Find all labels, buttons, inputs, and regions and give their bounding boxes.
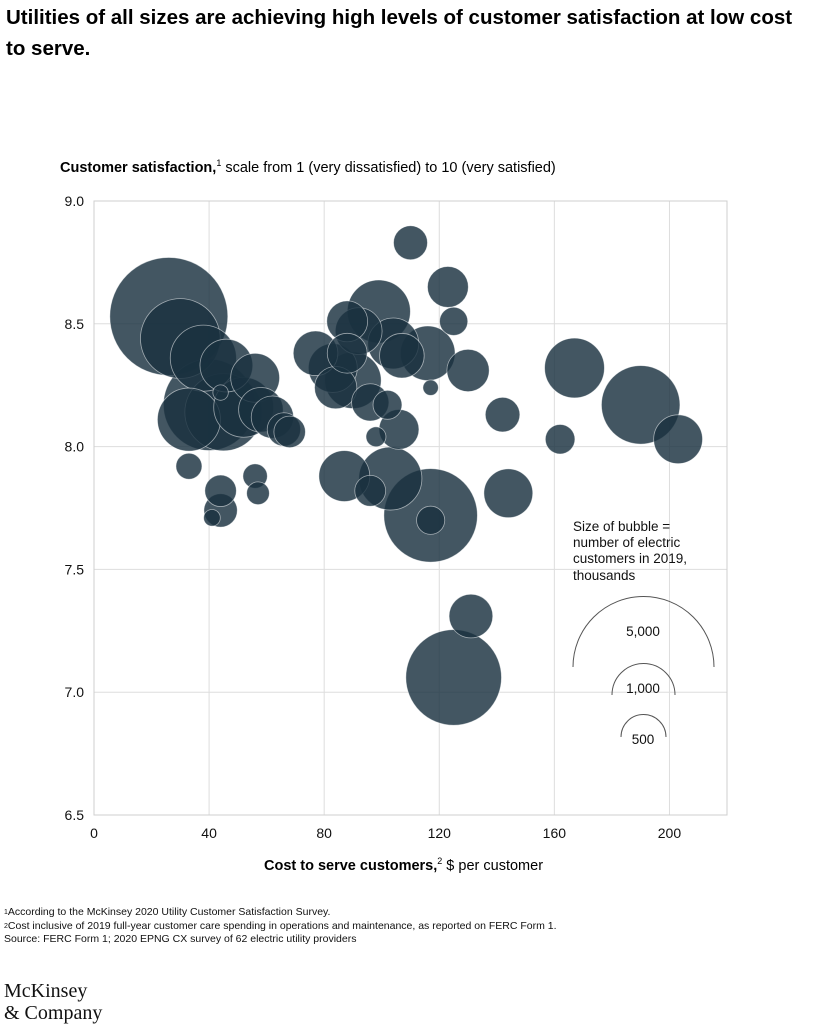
footnote-2-text: Cost inclusive of 2019 full-year custome… bbox=[7, 919, 557, 932]
bubble-13 bbox=[544, 337, 605, 399]
x-tick-label-80: 80 bbox=[316, 825, 332, 841]
logo-line-2: & Company bbox=[4, 1002, 103, 1024]
legend-label-500: 500 bbox=[632, 732, 655, 747]
x-tick-labels: 0 40 80 120 160 200 bbox=[90, 825, 681, 841]
bubble-45 bbox=[439, 306, 469, 336]
bubble-47 bbox=[175, 452, 203, 480]
bubble-32 bbox=[427, 266, 469, 308]
x-axis-label-footnote-mark: 2 bbox=[437, 856, 443, 866]
footnote-2-mark: 2 bbox=[4, 922, 8, 930]
y-tick-label-7.5: 7.5 bbox=[65, 561, 85, 577]
x-axis-label-bold: Cost to serve customers, bbox=[264, 857, 438, 874]
bubble-30 bbox=[446, 348, 490, 393]
x-tick-label-40: 40 bbox=[201, 825, 217, 841]
bubble-33 bbox=[326, 332, 368, 374]
bubble-41 bbox=[204, 474, 237, 507]
bubble-27 bbox=[448, 593, 494, 639]
legend-arc-5000 bbox=[572, 596, 715, 668]
x-tick-label-200: 200 bbox=[658, 825, 682, 841]
x-tick-label-120: 120 bbox=[428, 825, 452, 841]
footnote-1-text: According to the McKinsey 2020 Utility C… bbox=[7, 906, 331, 918]
bubble-43 bbox=[544, 424, 576, 455]
bubble-51 bbox=[203, 509, 221, 527]
source-note-text: Source: FERC Form 1; 2020 EPNG CX survey… bbox=[4, 933, 357, 945]
footnote-1: 1According to the McKinsey 2020 Utility … bbox=[4, 906, 557, 920]
bubble-52 bbox=[212, 384, 229, 401]
bubble-42 bbox=[354, 474, 387, 507]
x-tick-label-0: 0 bbox=[90, 825, 98, 841]
y-axis-label-rest: scale from 1 (very dissatisfied) to 10 (… bbox=[221, 159, 556, 176]
y-tick-label-6.5: 6.5 bbox=[65, 807, 85, 823]
size-legend: Size of bubble = number of electric cust… bbox=[572, 519, 715, 747]
mckinsey-logo: McKinsey & Company bbox=[4, 980, 102, 1024]
y-tick-labels: 6.5 7.0 7.5 8.0 8.5 9.0 bbox=[65, 193, 85, 823]
y-tick-label-8.5: 8.5 bbox=[65, 316, 85, 332]
legend-label-1000: 1,000 bbox=[626, 681, 660, 696]
legend-line-2: number of electric bbox=[573, 535, 681, 550]
bubble-50 bbox=[365, 426, 387, 448]
footnotes: 1According to the McKinsey 2020 Utility … bbox=[4, 906, 557, 947]
bubble-22 bbox=[653, 414, 703, 465]
bubble-26 bbox=[379, 333, 425, 379]
plot-frame bbox=[93, 200, 728, 816]
legend-line-3: customers in 2019, bbox=[573, 551, 687, 566]
logo-line-1: McKinsey bbox=[4, 980, 88, 1002]
bubble-44 bbox=[372, 389, 403, 420]
legend-line-1: Size of bubble = bbox=[573, 519, 670, 534]
y-axis-label: Customer satisfaction,1 scale from 1 (ve… bbox=[60, 154, 556, 177]
bubble-21 bbox=[483, 468, 534, 519]
chart-title: Utilities of all sizes are achieving hig… bbox=[6, 6, 793, 60]
bubble-2 bbox=[405, 629, 502, 726]
y-tick-label-7.0: 7.0 bbox=[65, 684, 85, 700]
bubble-40 bbox=[273, 415, 306, 449]
bubble-9 bbox=[157, 387, 221, 452]
bubble-53 bbox=[422, 379, 439, 396]
bubble-36 bbox=[484, 397, 521, 433]
bubble-49 bbox=[246, 481, 270, 506]
footnote-1-mark: 1 bbox=[4, 909, 8, 916]
x-axis-label-rest: $ per customer bbox=[442, 857, 544, 874]
legend-arc-500 bbox=[620, 714, 667, 738]
bubble-37 bbox=[393, 225, 428, 261]
x-axis-label: Cost to serve customers,2 $ per customer bbox=[264, 852, 543, 875]
y-axis-label-bold: Customer satisfaction, bbox=[60, 159, 217, 176]
legend-label-5000: 5,000 bbox=[626, 624, 660, 639]
y-axis-label-footnote-mark: 1 bbox=[216, 158, 222, 168]
x-tick-label-160: 160 bbox=[543, 825, 567, 841]
legend-line-4: thousands bbox=[573, 568, 636, 583]
source-note: Source: FERC Form 1; 2020 EPNG CX survey… bbox=[4, 933, 557, 947]
bubble-46 bbox=[416, 505, 446, 535]
y-tick-label-9.0: 9.0 bbox=[65, 193, 85, 209]
y-tick-label-8.0: 8.0 bbox=[65, 439, 85, 455]
bubbles bbox=[109, 225, 703, 726]
legend-arc-1000 bbox=[611, 663, 676, 696]
footnote-2: 2Cost inclusive of 2019 full-year custom… bbox=[4, 920, 557, 934]
